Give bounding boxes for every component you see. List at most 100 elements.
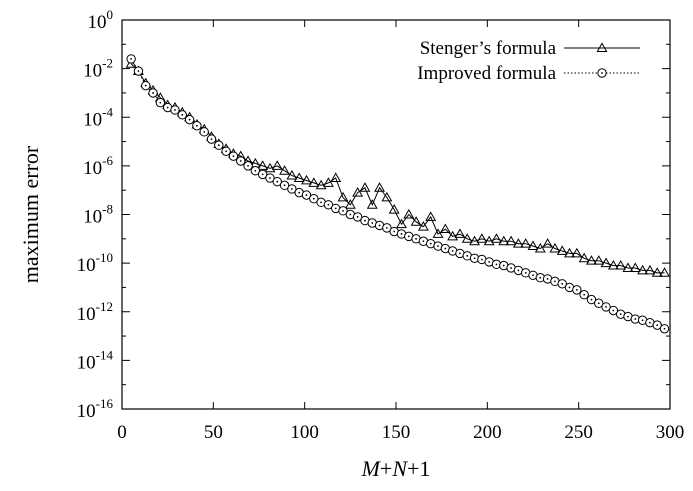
y-tick-label: 10-6 [83,153,113,179]
data-point [586,294,597,305]
data-point [403,208,415,219]
data-point [396,218,407,229]
data-point [578,252,590,263]
data-point [330,172,342,182]
data-point [199,127,209,137]
data-point [155,97,166,108]
data-point [585,255,597,265]
data-point [264,162,276,173]
data-point [360,215,370,226]
data-point [572,285,582,295]
data-point [287,184,297,194]
data-point [308,177,320,187]
data-point [279,165,291,175]
data-point [411,234,421,244]
x-tick-label: 150 [382,422,411,443]
x-tick-label: 250 [564,422,593,443]
x-axis-label: M+N+1 [361,456,431,481]
data-point [579,290,589,300]
data-point [352,187,364,197]
y-tick-label: 100 [88,7,114,33]
data-point [622,262,634,272]
y-tick-label: 10-10 [77,250,113,276]
data-point [338,206,348,216]
data-point [388,204,400,214]
data-point [659,267,670,277]
data-point [417,221,429,231]
data-point [483,235,495,246]
data-point [659,324,670,334]
legend-item: Improved formula [417,63,640,84]
data-point [498,235,510,246]
data-point [170,105,180,115]
data-point [323,200,334,210]
data-point [301,174,312,185]
legend: Stenger’s formula Improved formula [417,38,640,84]
data-point [322,177,334,187]
data-point [652,320,662,330]
data-point [505,235,517,246]
data-point [600,257,612,268]
data-point [410,216,422,226]
data-point [301,190,312,200]
data-point [337,191,349,202]
data-point [556,245,568,255]
data-point [491,233,502,243]
x-tick-label: 50 [204,422,223,443]
data-point [594,298,604,308]
data-point [271,160,283,170]
data-point [571,247,583,258]
data-point [367,218,377,228]
data-point [476,233,488,243]
x-tick-label: 200 [473,422,502,443]
data-point [344,199,356,209]
y-tick-label: 10-4 [83,104,113,130]
data-point [214,140,224,150]
x-tick-label: 0 [117,422,127,443]
legend-item: Stenger’s formula [420,38,640,59]
data-point [404,231,414,242]
data-point [601,302,611,312]
data-point [644,264,656,275]
data-point [243,161,253,171]
series-line [130,63,665,274]
data-point [607,259,619,270]
data-point [279,180,290,191]
data-point [469,235,481,246]
data-point [257,169,268,180]
data-point [432,228,444,238]
data-point [184,114,195,125]
y-tick-label: 10-12 [77,299,113,325]
data-point [418,236,429,246]
data-point [651,267,663,277]
y-axis-label: maximum error [18,145,43,283]
data-point [512,238,524,248]
data-point [527,240,539,251]
data-point [454,228,466,238]
data-point [593,255,605,265]
data-point [177,110,187,120]
y-tick-label: 10-2 [83,56,113,82]
data-point [549,242,561,253]
data-point [162,102,173,113]
data-point [352,212,363,222]
legend-marker [596,42,608,52]
data-point [359,182,371,192]
data-point [447,230,459,241]
data-point [192,121,202,131]
data-point [425,211,437,221]
axis-ticks [121,19,671,410]
legend-label: Stenger’s formula [420,38,557,59]
data-point [221,146,231,156]
data-point [426,238,436,249]
plot-frame [121,19,671,410]
data-point [564,247,575,258]
data-point [315,179,327,190]
data-point [148,88,158,98]
data-point [520,238,532,248]
tick-labels: 0 50 100 150 200 250 300 100 10-2 10-4 10-6 10-8 10-… [77,7,685,443]
series-line [130,58,665,330]
data-point [439,223,451,234]
data-point [461,233,473,243]
data-point [236,156,246,166]
